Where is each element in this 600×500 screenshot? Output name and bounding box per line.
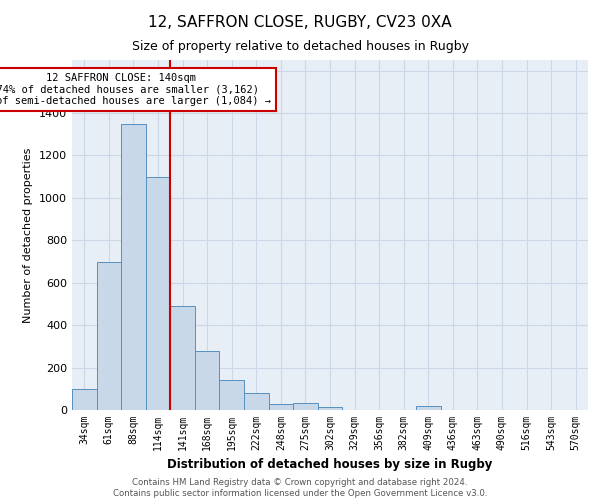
Bar <box>244 393 269 410</box>
Bar <box>318 407 342 410</box>
Bar <box>72 389 97 410</box>
Bar <box>97 262 121 410</box>
Bar <box>146 176 170 410</box>
Bar <box>293 402 318 410</box>
Bar <box>269 404 293 410</box>
Text: Size of property relative to detached houses in Rugby: Size of property relative to detached ho… <box>131 40 469 53</box>
Text: 12, SAFFRON CLOSE, RUGBY, CV23 0XA: 12, SAFFRON CLOSE, RUGBY, CV23 0XA <box>148 15 452 30</box>
X-axis label: Distribution of detached houses by size in Rugby: Distribution of detached houses by size … <box>167 458 493 471</box>
Text: Contains HM Land Registry data © Crown copyright and database right 2024.
Contai: Contains HM Land Registry data © Crown c… <box>113 478 487 498</box>
Bar <box>121 124 146 410</box>
Bar <box>416 406 440 410</box>
Bar <box>170 306 195 410</box>
Y-axis label: Number of detached properties: Number of detached properties <box>23 148 34 322</box>
Bar <box>220 380 244 410</box>
Bar <box>195 350 220 410</box>
Text: 12 SAFFRON CLOSE: 140sqm
← 74% of detached houses are smaller (3,162)
25% of sem: 12 SAFFRON CLOSE: 140sqm ← 74% of detach… <box>0 72 271 106</box>
